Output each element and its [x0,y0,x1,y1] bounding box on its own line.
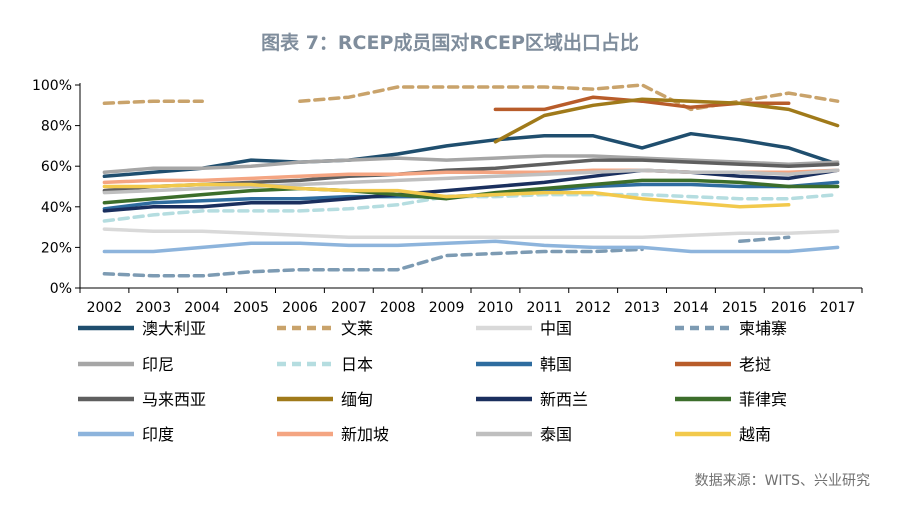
chart-title: 图表 7：RCEP成员国对RCEP区域出口占比 [261,32,639,54]
source-note: 数据来源：WITS、兴业研究 [694,473,870,489]
series-line [102,168,840,195]
legend-label: 泰国 [540,425,572,444]
x-tick-label: 2015 [722,300,758,316]
legend-label: 日本 [341,355,373,374]
series-line [102,99,204,106]
x-tick-label: 2003 [135,300,171,316]
x-tick-label: 2006 [282,300,318,316]
x-tick-label: 2013 [624,300,660,316]
x-tick-label: 2014 [673,300,709,316]
legend-label: 马来西亚 [142,390,206,409]
x-tick-label: 2011 [526,300,562,316]
y-tick-label: 80% [41,119,72,135]
x-tick-label: 2009 [429,300,465,316]
legend-label: 韩国 [540,355,572,374]
series-line [102,131,840,179]
legend-label: 柬埔寨 [739,319,787,338]
x-tick-label: 2017 [820,300,856,316]
series-line [102,247,644,278]
series-line [102,182,791,209]
legend-label: 缅甸 [341,390,373,409]
legend-label: 文莱 [341,319,373,338]
legend-label: 澳大利亚 [142,319,206,338]
legend-label: 越南 [739,425,771,444]
x-tick-label: 2016 [771,300,807,316]
y-tick-label: 20% [41,240,72,256]
x-tick-label: 2002 [87,300,123,316]
x-tick-label: 2004 [184,300,220,316]
series-line [738,235,791,244]
legend-label: 印尼 [142,355,174,374]
legend-label: 菲律宾 [739,390,787,409]
x-tick-label: 2008 [380,300,416,316]
y-tick-label: 60% [41,159,72,175]
series-line [102,168,840,213]
series-lines [102,83,840,278]
x-tick-label: 2012 [575,300,611,316]
series-line [102,154,840,175]
y-tick-label: 40% [41,200,72,216]
x-tick-label: 2007 [331,300,367,316]
x-tick-label: 2010 [478,300,514,316]
series-line [298,83,840,112]
x-tick-label: 2005 [233,300,269,316]
y-tick-label: 0% [50,281,72,297]
legend-label: 老挝 [739,355,771,374]
legend-label: 印度 [142,425,174,444]
series-line [102,239,840,254]
axes: 0% 20% 40% 60% 80% 100% 2002 2003 2004 2005 2006 20… [32,78,863,316]
legend-label: 新加坡 [341,425,389,444]
legend-label: 新西兰 [540,390,588,409]
y-tick-label: 100% [32,78,72,94]
series-line [102,227,840,240]
legend-label: 中国 [540,319,572,338]
series-line [493,97,840,144]
